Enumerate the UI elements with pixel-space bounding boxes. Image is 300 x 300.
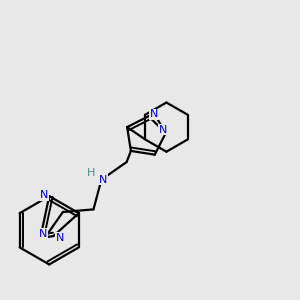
- Text: N: N: [159, 125, 167, 135]
- Text: N: N: [56, 233, 64, 243]
- Text: N: N: [99, 175, 107, 185]
- Text: N: N: [149, 110, 158, 119]
- Text: N: N: [39, 229, 47, 238]
- Text: N: N: [40, 190, 48, 200]
- Text: H: H: [87, 168, 95, 178]
